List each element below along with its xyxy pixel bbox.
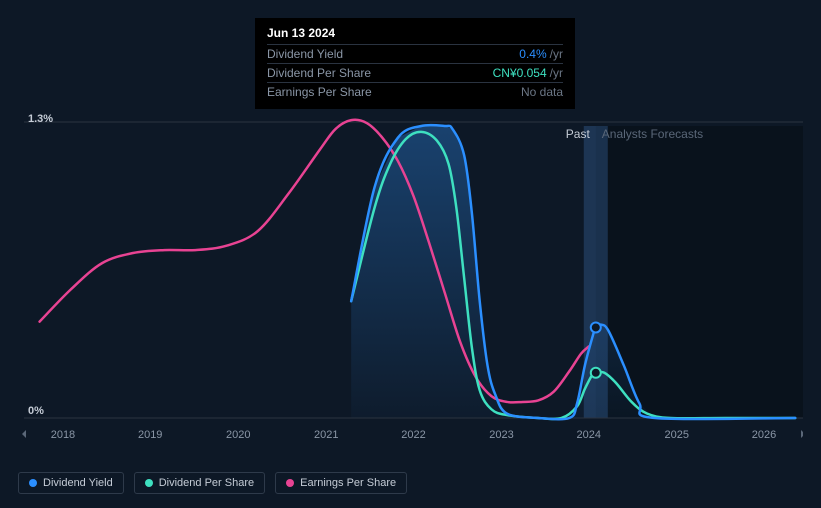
legend-label: Dividend Yield — [43, 477, 113, 489]
y-axis-label: 1.3% — [28, 113, 53, 125]
chart-legend: Dividend Yield Dividend Per Share Earnings… — [18, 472, 407, 494]
tooltip-rows: Dividend Yield 0.4% /yr Dividend Per Share C… — [267, 44, 563, 101]
tooltip-date: Jun 13 2024 — [267, 26, 563, 44]
tooltip-row-label: Dividend Yield — [267, 47, 343, 61]
legend-label: Dividend Per Share — [159, 477, 254, 489]
tooltip-row-unit: /yr — [550, 47, 563, 61]
legend-item[interactable]: Dividend Per Share — [134, 472, 265, 494]
x-axis-label: 2025 — [665, 429, 689, 441]
tooltip-row: Earnings Per Share No data — [267, 82, 563, 101]
series-marker-icon — [591, 322, 601, 332]
tooltip-row-value: No data — [521, 85, 563, 99]
tooltip-row: Dividend Per Share CN¥0.054/yr — [267, 63, 563, 82]
forecast-label: Analysts Forecasts — [602, 127, 703, 141]
tooltip-row-label: Dividend Per Share — [267, 66, 371, 80]
x-axis-label: 2022 — [401, 429, 425, 441]
chevron-right-icon[interactable] — [801, 430, 803, 438]
tooltip-row-value-wrap: 0.4% /yr — [519, 47, 563, 61]
legend-dot-icon — [29, 479, 37, 487]
x-axis-label: 2021 — [314, 429, 338, 441]
tooltip-row-value: 0.4% — [519, 47, 546, 61]
past-label: Past — [566, 127, 591, 141]
series-line — [40, 120, 589, 403]
tooltip-row-label: Earnings Per Share — [267, 85, 372, 99]
x-axis-label: 2023 — [489, 429, 513, 441]
chevron-left-icon[interactable] — [22, 430, 26, 438]
y-axis-label: 0% — [28, 405, 44, 417]
legend-dot-icon — [286, 479, 294, 487]
legend-item[interactable]: Dividend Yield — [18, 472, 124, 494]
series-marker-icon — [591, 368, 601, 378]
x-axis-label: 2024 — [577, 429, 601, 441]
x-axis-label: 2026 — [752, 429, 776, 441]
dividend-chart[interactable]: 0% 1.3% Past Analysts Forecasts 2018 2019 2020… — [18, 108, 803, 458]
chart-svg: 0% 1.3% Past Analysts Forecasts 2018 2019 2020… — [18, 108, 803, 458]
tooltip-row-value-wrap: CN¥0.054/yr — [493, 66, 563, 80]
tooltip-row-unit: /yr — [550, 66, 563, 80]
chart-tooltip: Jun 13 2024 Dividend Yield0.4%/yrDividen… — [255, 18, 575, 109]
x-axis-label: 2019 — [138, 429, 162, 441]
legend-label: Earnings Per Share — [300, 477, 396, 489]
x-axis-label: 2018 — [51, 429, 75, 441]
legend-dot-icon — [145, 479, 153, 487]
x-axis-label: 2020 — [226, 429, 250, 441]
tooltip-row-value: CN¥0.054 — [493, 66, 547, 80]
tooltip-row-value-wrap: No data — [521, 85, 563, 99]
legend-item[interactable]: Earnings Per Share — [275, 472, 407, 494]
tooltip-row: Dividend Yield 0.4% /yr — [267, 44, 563, 63]
